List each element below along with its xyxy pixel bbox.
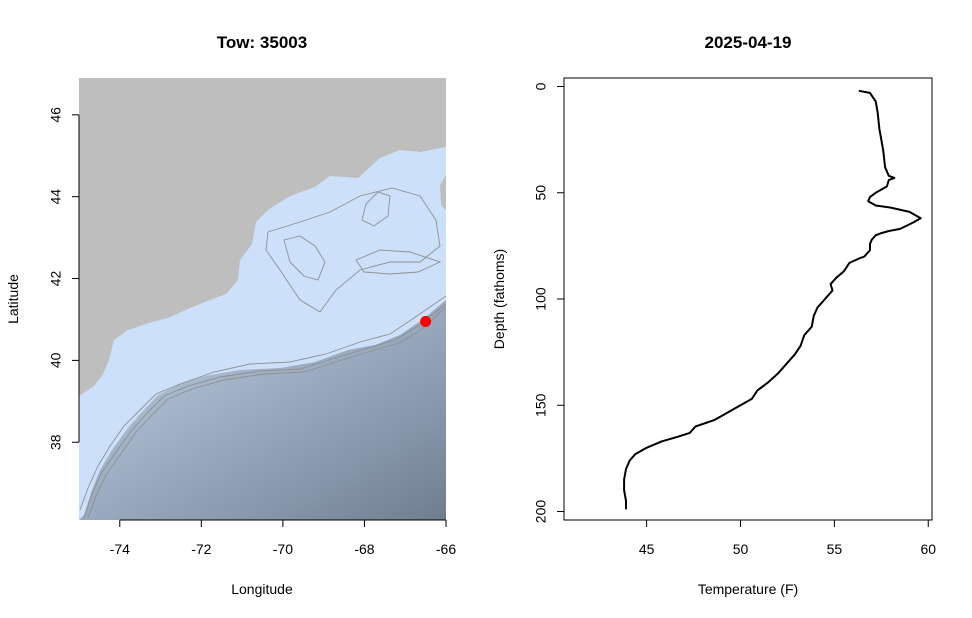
x-tick-label: 55 [827,541,843,557]
map-y-axis-label: Latitude [5,274,21,324]
map-contour [83,303,446,519]
map-land [79,78,446,396]
profile-x-axis-label: Temperature (F) [698,581,798,597]
y-tick-label: 40 [48,352,64,368]
y-tick-label: 150 [533,393,549,417]
map-panel: Tow: 35003 -74 -72 -70 -68 -66 38 40 42 44 46 Lo… [5,33,456,597]
y-tick-label: 44 [48,189,64,205]
temperature-profile-line [623,89,922,510]
map-y-axis: 38 40 42 44 46 [48,107,80,450]
tow-location-marker [420,316,432,328]
map-contour [87,306,446,519]
map-contour [283,235,326,281]
x-tick-label: -72 [191,541,211,557]
x-tick-label: -66 [436,541,456,557]
x-tick-label: 45 [639,541,655,557]
profile-title: 2025-04-19 [705,33,792,52]
map-x-axis-label: Longitude [231,581,293,597]
y-tick-label: 200 [533,500,549,524]
map-contour [265,187,441,313]
profile-y-axis-label: Depth (fathoms) [491,249,507,349]
map-contour [361,191,391,227]
x-tick-label: -70 [273,541,293,557]
profile-panel: 2025-04-19 45 50 55 60 0 50 100 150 200 Tempera… [491,33,936,597]
map-area [79,78,446,520]
map-x-axis: -74 -72 -70 -68 -66 [110,519,456,557]
y-tick-label: 42 [48,271,64,287]
profile-y-axis: 0 50 100 150 200 [533,82,565,524]
y-tick-label: 50 [533,185,549,201]
map-contour [79,295,446,511]
x-tick-label: -68 [354,541,374,557]
y-tick-label: 38 [48,434,64,450]
x-tick-label: 60 [920,541,936,557]
profile-x-axis: 45 50 55 60 [639,519,936,557]
profile-plot-box [563,77,933,521]
x-tick-label: 50 [733,541,749,557]
map-land-patch [440,175,446,210]
y-tick-label: 0 [533,82,549,90]
map-contour [355,249,442,275]
x-tick-label: -74 [110,541,130,557]
y-tick-label: 100 [533,287,549,311]
map-deep-ocean [79,300,446,520]
y-tick-label: 46 [48,107,64,123]
map-title: Tow: 35003 [217,33,307,52]
